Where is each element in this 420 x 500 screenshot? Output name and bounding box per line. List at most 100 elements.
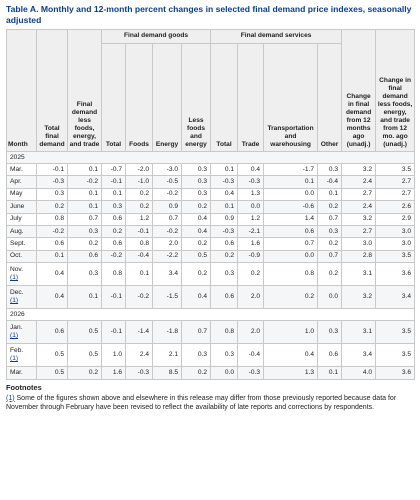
value-cell: 0.2 — [67, 366, 102, 380]
value-cell: 2.7 — [341, 224, 377, 239]
month-cell: Mar. — [6, 366, 37, 380]
value-cell: -0.7 — [101, 162, 126, 177]
table-row: Feb. (1) 0.5 0.5 1.0 2.4 2.1 0.3 0.3 -0.4 0.4 0.6 3.… — [6, 343, 416, 368]
table-body: 2025 Mar. -0.1 0.1 -0.7 -2.0 -3.0 0.3 0.1 0.4 -1.7… — [5, 151, 416, 380]
value-cell: 0.7 — [180, 320, 212, 345]
value-cell: 0.1 — [101, 187, 126, 202]
value-cell: 0.2 — [180, 237, 212, 251]
value-cell: 0.7 — [152, 212, 182, 226]
value-cell: 0.9 — [210, 212, 239, 226]
value-cell: -0.1 — [101, 175, 126, 189]
value-cell: -0.2 — [36, 224, 68, 239]
value-cell: -0.2 — [67, 175, 102, 189]
month-cell: June — [6, 200, 37, 214]
value-cell: 0.2 — [210, 249, 239, 264]
price-index-table: Month Total final demand Final demand le… — [5, 29, 416, 380]
value-cell: 0.7 — [317, 249, 343, 264]
value-cell: -1.5 — [152, 285, 182, 310]
footnotes-title: Footnotes — [6, 382, 42, 392]
value-cell: -2.2 — [152, 249, 182, 264]
value-cell: -0.3 — [125, 366, 153, 380]
month-cell: Jan. (1) — [6, 320, 37, 345]
value-cell: 0.4 — [210, 187, 239, 202]
month-label: July — [10, 215, 22, 223]
month-label: Mar. — [10, 165, 23, 173]
value-cell: 1.6 — [237, 237, 265, 251]
value-cell: 3.5 — [375, 162, 416, 177]
value-cell: 0.5 — [67, 320, 102, 345]
value-cell: 0.3 — [210, 343, 239, 368]
header-change-12m-less: Change in final demand less foods, energ… — [375, 29, 416, 152]
footnote-link[interactable]: (1) — [10, 355, 19, 363]
value-cell: -0.3 — [36, 175, 68, 189]
value-cell: 3.1 — [341, 262, 377, 287]
header-goods-less: Less foods and energy — [180, 43, 212, 152]
month-cell: Apr. — [6, 175, 37, 189]
value-cell: -2.0 — [125, 162, 153, 177]
value-cell: 0.2 — [263, 285, 319, 310]
header-services-total: Total — [210, 43, 239, 152]
value-cell: 3.4 — [152, 262, 182, 287]
value-cell: 0.2 — [36, 200, 68, 214]
value-cell: 3.4 — [375, 285, 416, 310]
table-row: Sept. 0.6 0.2 0.6 0.8 2.0 0.2 0.6 1.6 0.7 0.2 3.0 3.… — [6, 237, 416, 251]
value-cell: 0.3 — [180, 162, 212, 177]
value-cell: 1.0 — [263, 320, 319, 345]
value-cell: 0.2 — [180, 200, 212, 214]
value-cell: 0.0 — [317, 285, 343, 310]
value-cell: -0.9 — [237, 249, 265, 264]
value-cell: 2.7 — [341, 187, 377, 202]
value-cell: -0.1 — [125, 224, 153, 239]
footnote-link[interactable]: (1) — [10, 332, 19, 340]
value-cell: 4.0 — [341, 366, 377, 380]
footnote-link[interactable]: (1) — [10, 274, 19, 282]
value-cell: 3.0 — [341, 237, 377, 251]
footnote-link[interactable]: (1) — [10, 297, 19, 305]
month-cell: Nov. (1) — [6, 262, 37, 287]
value-cell: 0.4 — [180, 224, 212, 239]
value-cell: 0.8 — [210, 320, 239, 345]
value-cell: -0.2 — [101, 249, 126, 264]
value-cell: 0.3 — [317, 162, 343, 177]
header-foods: Foods — [125, 43, 153, 152]
value-cell: 0.8 — [101, 262, 126, 287]
value-cell: 0.2 — [180, 366, 212, 380]
value-cell: 0.6 — [36, 320, 68, 345]
value-cell: 2.7 — [375, 175, 416, 189]
header-trade: Trade — [237, 43, 265, 152]
value-cell: 0.8 — [125, 237, 153, 251]
value-cell: 2.0 — [152, 237, 182, 251]
value-cell: -0.1 — [36, 162, 68, 177]
value-cell: 0.0 — [210, 366, 239, 380]
table-row: May 0.3 0.1 0.1 0.2 -0.2 0.3 0.4 1.3 0.0 0.1 2.7 2.7 — [6, 187, 416, 202]
value-cell: 0.6 — [263, 224, 319, 239]
value-cell: 0.0 — [237, 200, 265, 214]
value-cell: 0.4 — [263, 343, 319, 368]
value-cell: 3.2 — [341, 212, 377, 226]
value-cell: 0.5 — [36, 366, 68, 380]
value-cell: 2.7 — [375, 187, 416, 202]
value-cell: 2.9 — [375, 212, 416, 226]
month-label: Nov. — [10, 266, 24, 274]
value-cell: 0.3 — [317, 320, 343, 345]
value-cell: 0.2 — [67, 237, 102, 251]
value-cell: 0.6 — [101, 237, 126, 251]
footnote-ref-link[interactable]: (1) — [6, 394, 15, 402]
value-cell: -0.2 — [152, 224, 182, 239]
value-cell: -0.3 — [237, 175, 265, 189]
month-label: May — [10, 190, 23, 198]
value-cell: -0.2 — [152, 187, 182, 202]
value-cell: -0.4 — [317, 175, 343, 189]
month-cell: Aug. — [6, 224, 37, 239]
value-cell: 0.6 — [317, 343, 343, 368]
header-final-demand-less: Final demand less foods, energy, and tra… — [67, 29, 102, 152]
value-cell: 0.9 — [152, 200, 182, 214]
header-goods-total: Total — [101, 43, 126, 152]
value-cell: -3.0 — [152, 162, 182, 177]
value-cell: -0.4 — [125, 249, 153, 264]
month-cell: Feb. (1) — [6, 343, 37, 368]
footnote-text: Some of the figures shown above and else… — [6, 394, 397, 412]
value-cell: 0.6 — [210, 237, 239, 251]
value-cell: -0.3 — [210, 175, 239, 189]
month-label: Feb. — [10, 347, 24, 355]
